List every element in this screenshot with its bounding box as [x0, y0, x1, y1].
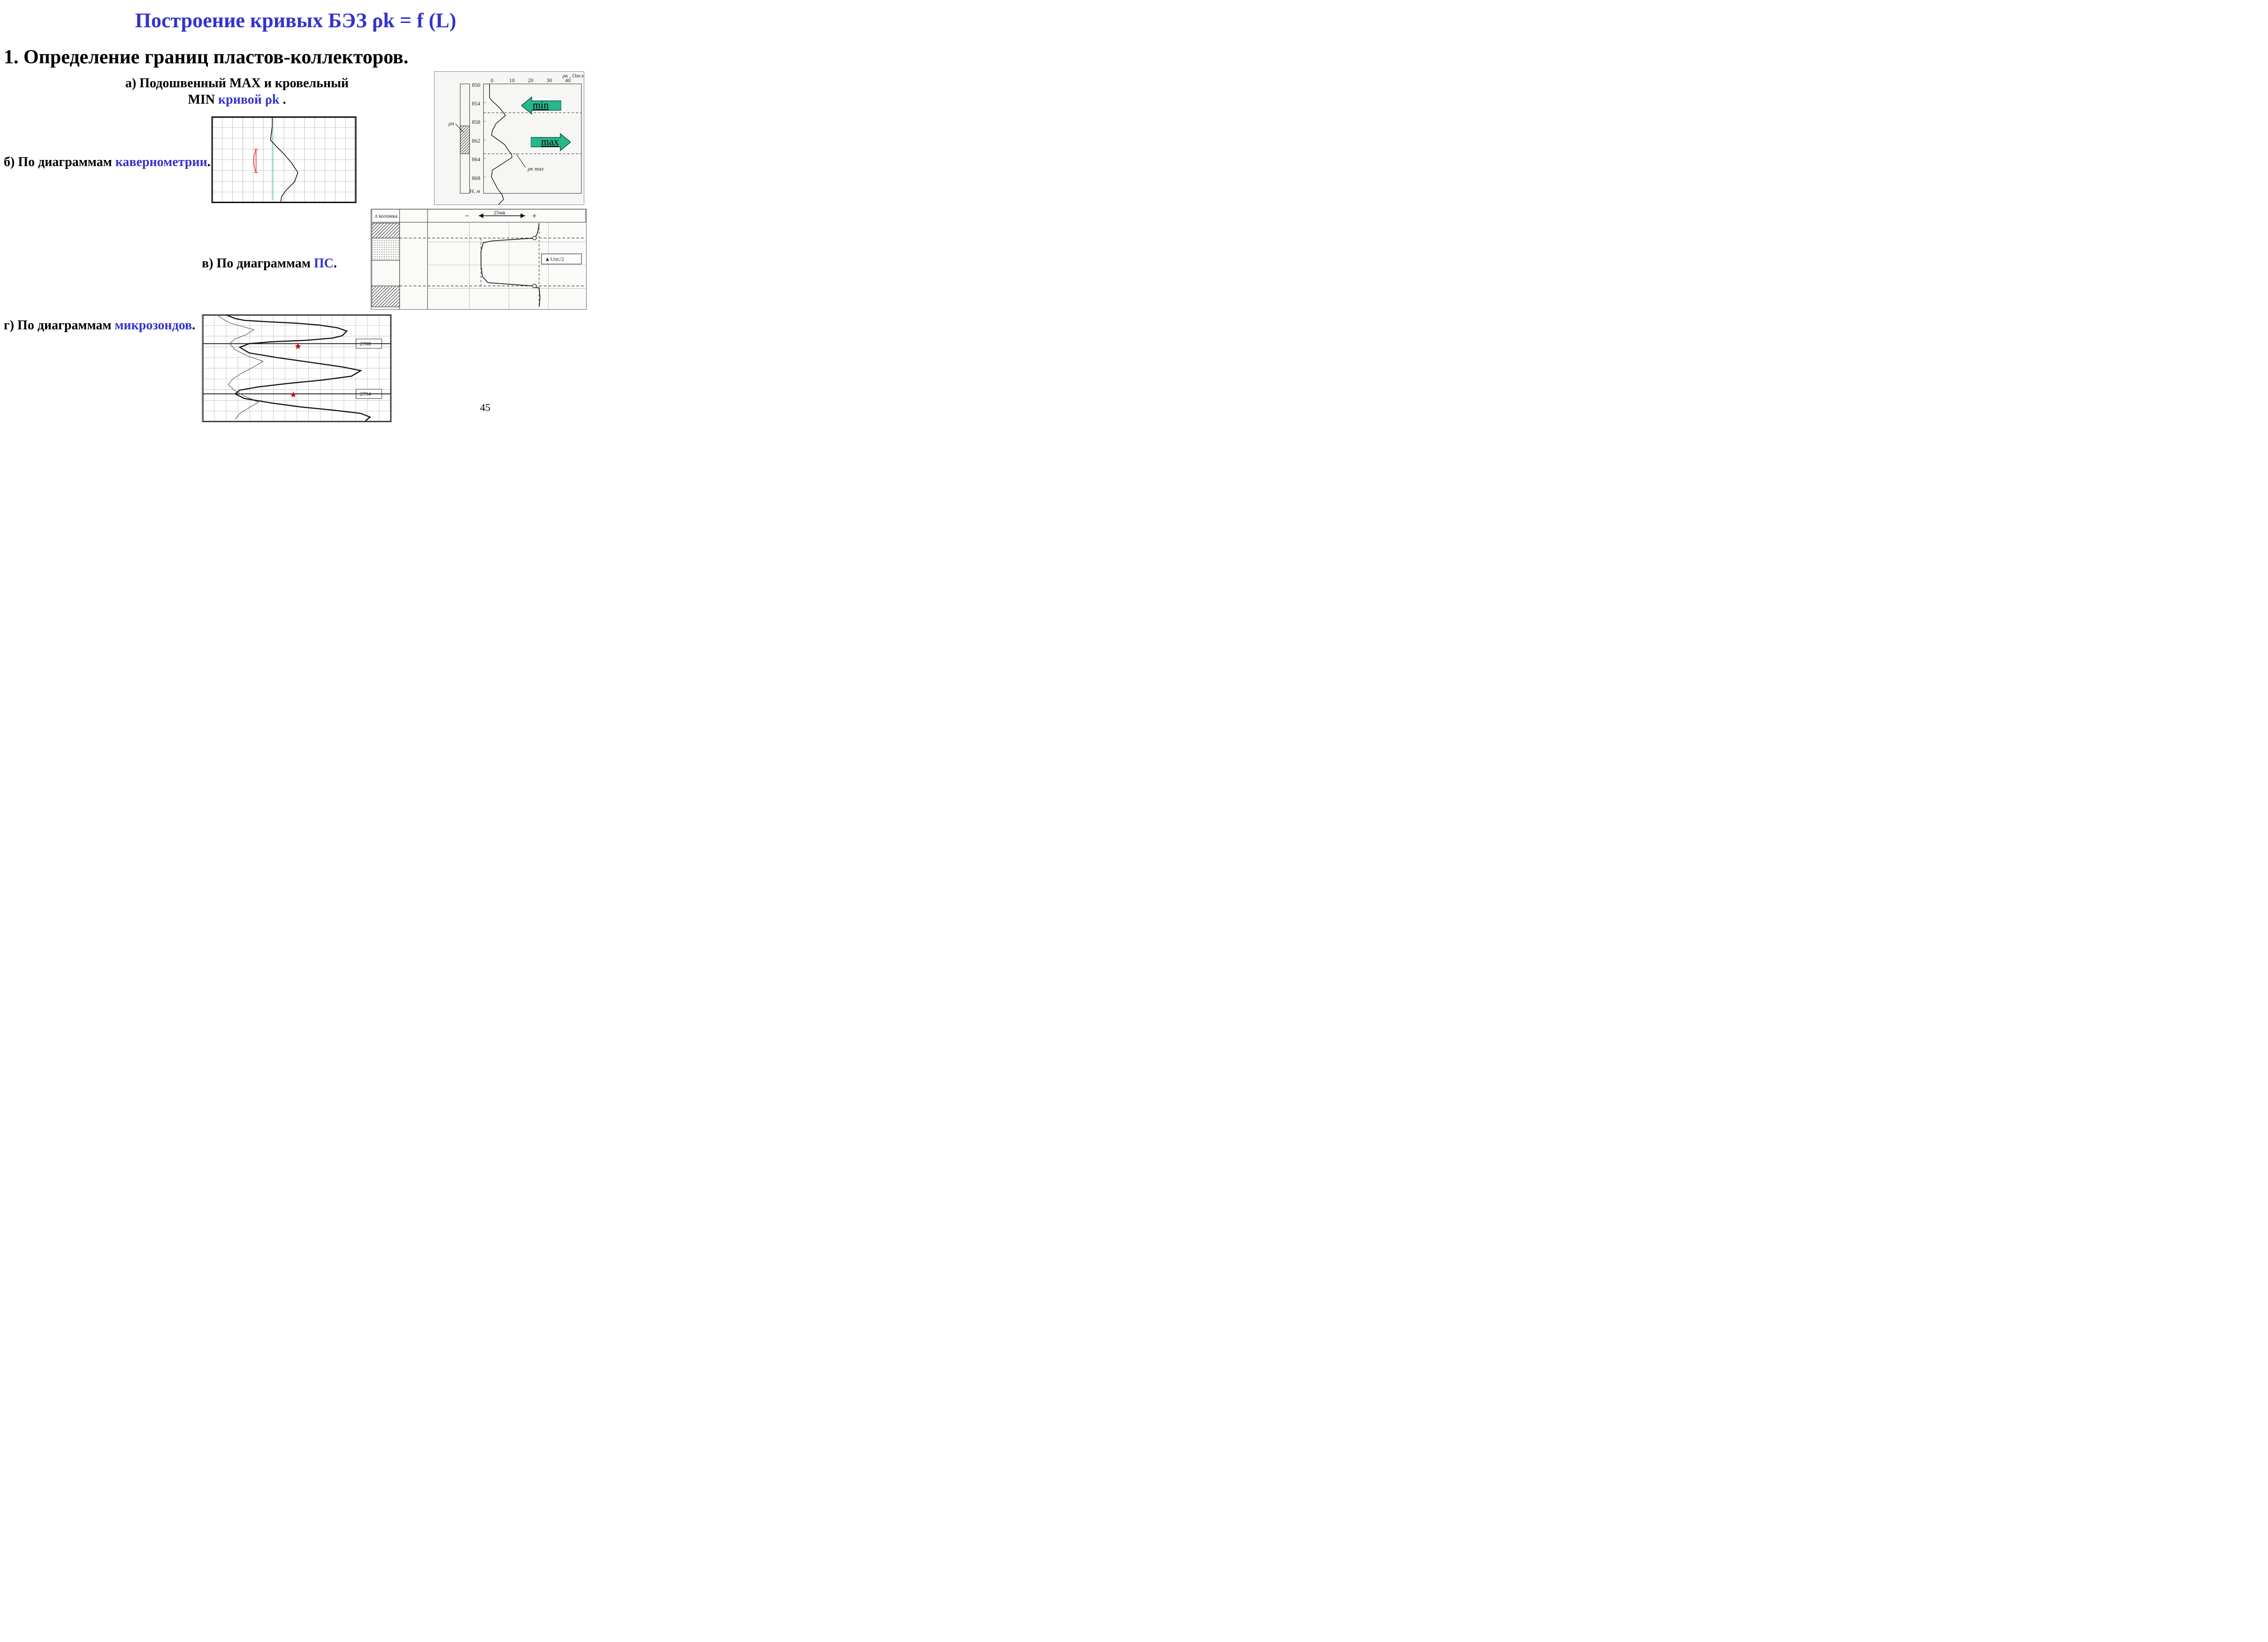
fig-a-depth-0: 850 — [472, 82, 481, 88]
page-number: 45 — [480, 402, 490, 414]
fig-a-depth-1: 854 — [472, 100, 481, 106]
fig-a-xtick-3: 30 — [546, 77, 552, 84]
page-title: Построение кривых БЭЗ ρk = f (L) — [0, 8, 591, 32]
figure-d-microprobe-log: 2788 2794 — [202, 314, 392, 422]
fig-a-rho-p: ρп — [448, 120, 454, 127]
item-a: а) Подошвенный МАХ и кровельный MIN крив… — [106, 75, 368, 108]
arrow-max: max — [531, 133, 571, 152]
fig-c-dups-label: ▲Uпс/2 — [545, 256, 564, 262]
item-d-post: . — [192, 318, 195, 333]
fig-d-star-markers — [290, 343, 300, 397]
fig-b-red-marker — [254, 149, 258, 172]
item-c-pre: в) По диаграммам — [202, 256, 314, 271]
fig-a-xtick-0: 0 — [490, 77, 493, 84]
fig-d-thin-curve — [217, 315, 263, 419]
item-c-post: . — [334, 256, 337, 271]
item-c-blue: ПС — [314, 256, 334, 271]
item-a-line2-blue: кривой ρk — [218, 92, 279, 107]
figure-b-caliper-log — [211, 116, 357, 203]
item-b-pre: б) По диаграммам — [4, 155, 115, 169]
figure-c-sp-log: л колонка 25мв − + — [371, 209, 587, 310]
item-b-post: . — [207, 155, 211, 169]
fig-c-lithology — [372, 223, 399, 307]
svg-text:+: + — [532, 211, 537, 220]
fig-a-hatched-zone — [460, 126, 470, 154]
item-a-line2-pre: MIN — [188, 92, 218, 107]
fig-d-thick-curve — [226, 315, 370, 421]
fig-c-col-header: л колонка — [374, 213, 398, 219]
item-d-blue: микрозондов — [115, 318, 192, 333]
item-b: б) По диаграммам кавернометрии. — [4, 155, 211, 170]
figure-a-resistivity-log: ρк , Ом·м 0 10 20 30 40 850 854 858 862 … — [434, 71, 584, 205]
fig-a-rho-kmax: ρк max — [527, 166, 544, 172]
fig-a-depth-4: 864 — [472, 156, 481, 163]
fig-a-curve — [489, 84, 512, 205]
item-a-line1: а) Подошвенный МАХ и кровельный — [125, 76, 349, 91]
item-d-pre: г) По диаграммам — [4, 318, 115, 333]
fig-a-depth-5: 868 — [472, 175, 481, 181]
fig-c-scale-label: 25мв — [494, 209, 505, 216]
fig-c-dups-box: ▲Uпс/2 — [542, 254, 581, 264]
fig-d-depth-labels: 2788 2794 — [356, 339, 382, 399]
svg-text:−: − — [465, 211, 469, 220]
fig-a-xtick-2: 20 — [528, 77, 534, 84]
fig-a-depth-axis: Н, м — [469, 188, 481, 194]
fig-a-depth-3: 862 — [472, 137, 481, 144]
arrow-min: min — [521, 96, 561, 115]
item-b-blue: кавернометрии — [115, 155, 207, 169]
fig-a-xtick-1: 10 — [509, 77, 515, 84]
item-a-line2-post: . — [280, 92, 286, 107]
item-c: в) По диаграммам ПС. — [202, 256, 337, 271]
item-d: г) По диаграммам микрозондов. — [4, 318, 195, 333]
fig-a-depth-2: 858 — [472, 119, 481, 125]
fig-a-xtick-4: 40 — [565, 77, 571, 84]
fig-c-markers — [533, 236, 536, 288]
heading-1: 1. Определение границ пластов-коллекторо… — [4, 46, 408, 68]
